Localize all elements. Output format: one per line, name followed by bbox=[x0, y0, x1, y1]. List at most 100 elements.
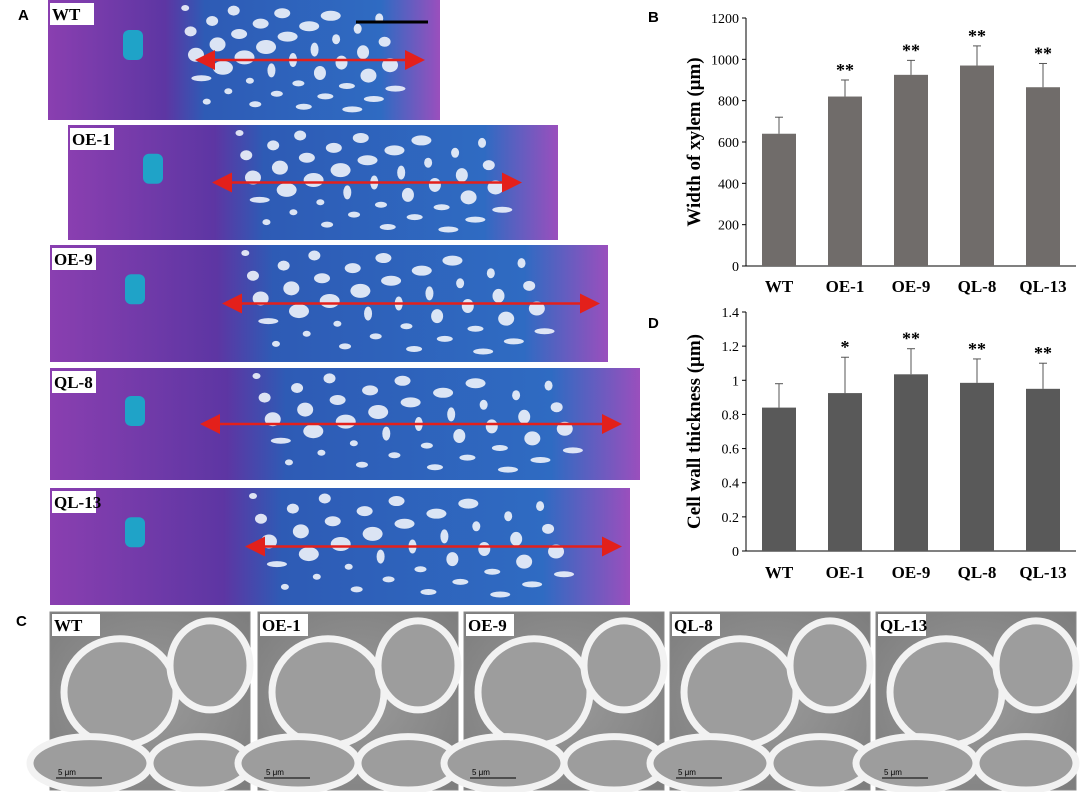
vessel bbox=[350, 283, 371, 298]
vessel bbox=[252, 373, 261, 379]
vessel bbox=[314, 273, 331, 284]
vessel bbox=[319, 293, 340, 308]
vessel bbox=[451, 147, 460, 158]
strip-label: OE-9 bbox=[54, 250, 93, 269]
vessel bbox=[303, 173, 324, 188]
vessel bbox=[324, 516, 341, 527]
vessel bbox=[482, 160, 495, 171]
vessel bbox=[330, 536, 351, 551]
bar bbox=[960, 65, 994, 267]
vessel bbox=[400, 323, 413, 330]
pith-spot bbox=[123, 30, 143, 60]
vessel bbox=[332, 34, 341, 45]
vessel bbox=[286, 503, 299, 514]
vessel bbox=[388, 496, 405, 507]
cell-wall bbox=[972, 733, 1080, 794]
vessel bbox=[240, 150, 253, 161]
vessel bbox=[333, 320, 342, 327]
vessel bbox=[356, 506, 373, 517]
vessel bbox=[258, 318, 279, 325]
vessel bbox=[252, 18, 269, 29]
tem-label: OE-1 bbox=[262, 616, 301, 635]
vessel bbox=[369, 333, 382, 340]
vessel bbox=[235, 130, 244, 136]
vessel bbox=[241, 250, 250, 256]
vessel bbox=[426, 464, 443, 471]
x-tick-label: OE-9 bbox=[892, 277, 931, 296]
scale-label: 5 μm bbox=[884, 768, 902, 777]
vessel bbox=[406, 214, 423, 221]
vessel bbox=[433, 387, 454, 398]
y-tick-label: 0.4 bbox=[722, 477, 740, 492]
vessel bbox=[524, 431, 541, 446]
panel-letter: C bbox=[16, 613, 27, 630]
vessel bbox=[362, 385, 379, 396]
vessel bbox=[465, 216, 486, 223]
vessel bbox=[350, 586, 363, 593]
significance: ** bbox=[902, 40, 920, 60]
significance: ** bbox=[1034, 343, 1052, 363]
vessel bbox=[316, 199, 325, 206]
vessel bbox=[271, 340, 280, 347]
tem-label: QL-8 bbox=[674, 616, 713, 635]
label-bg bbox=[878, 614, 926, 636]
vessel bbox=[325, 142, 342, 153]
vessel bbox=[321, 221, 334, 228]
vessel bbox=[245, 77, 254, 84]
vessel bbox=[206, 16, 219, 26]
vessel bbox=[554, 571, 575, 578]
label-bg bbox=[50, 3, 94, 25]
cell-wall bbox=[852, 733, 980, 794]
tem-label: QL-13 bbox=[880, 616, 927, 635]
vessel bbox=[349, 440, 358, 447]
vessel bbox=[256, 40, 277, 54]
vessel bbox=[276, 182, 297, 197]
x-tick-label: WT bbox=[765, 277, 794, 296]
vessel bbox=[191, 75, 212, 82]
vessel bbox=[388, 452, 401, 459]
vessel bbox=[382, 426, 391, 441]
pith-spot bbox=[143, 153, 163, 184]
vessel bbox=[426, 508, 447, 519]
strip-label: QL-8 bbox=[54, 373, 93, 392]
vessel bbox=[277, 31, 298, 42]
vessel bbox=[330, 163, 351, 178]
vessel bbox=[254, 513, 267, 524]
vessel bbox=[492, 206, 513, 213]
strip-label: OE-1 bbox=[72, 130, 111, 149]
vessel bbox=[431, 309, 444, 324]
vessel bbox=[491, 445, 508, 451]
vessel bbox=[209, 37, 226, 52]
vessel bbox=[353, 23, 362, 34]
vessel bbox=[461, 299, 474, 314]
cell-wall bbox=[992, 617, 1080, 714]
bar bbox=[762, 133, 796, 266]
vessel bbox=[270, 437, 291, 444]
vessel bbox=[302, 330, 311, 337]
strip-label: WT bbox=[52, 5, 81, 24]
y-axis-label: Width of xylem (μm) bbox=[684, 57, 705, 226]
vessel bbox=[478, 542, 491, 557]
vessel bbox=[355, 461, 368, 468]
tem-label: OE-9 bbox=[468, 616, 507, 635]
strip-label: QL-13 bbox=[54, 493, 101, 512]
vessel bbox=[348, 211, 361, 218]
x-tick-label: OE-1 bbox=[826, 563, 865, 582]
vessel bbox=[363, 96, 384, 102]
x-tick-label: OE-9 bbox=[892, 563, 931, 582]
cell-wall bbox=[580, 617, 668, 714]
vessel bbox=[536, 501, 545, 512]
vessel bbox=[433, 204, 450, 211]
x-tick-label: OE-1 bbox=[826, 277, 865, 296]
x-tick-label: QL-13 bbox=[1019, 563, 1066, 582]
vessel bbox=[249, 101, 262, 108]
vessel bbox=[224, 88, 233, 95]
vessel bbox=[460, 190, 477, 205]
vessel bbox=[400, 397, 421, 408]
scale-label: 5 μm bbox=[678, 768, 696, 777]
vessel bbox=[317, 93, 334, 100]
x-tick-label: WT bbox=[765, 563, 794, 582]
vessel bbox=[465, 378, 486, 389]
vessel bbox=[181, 5, 190, 11]
